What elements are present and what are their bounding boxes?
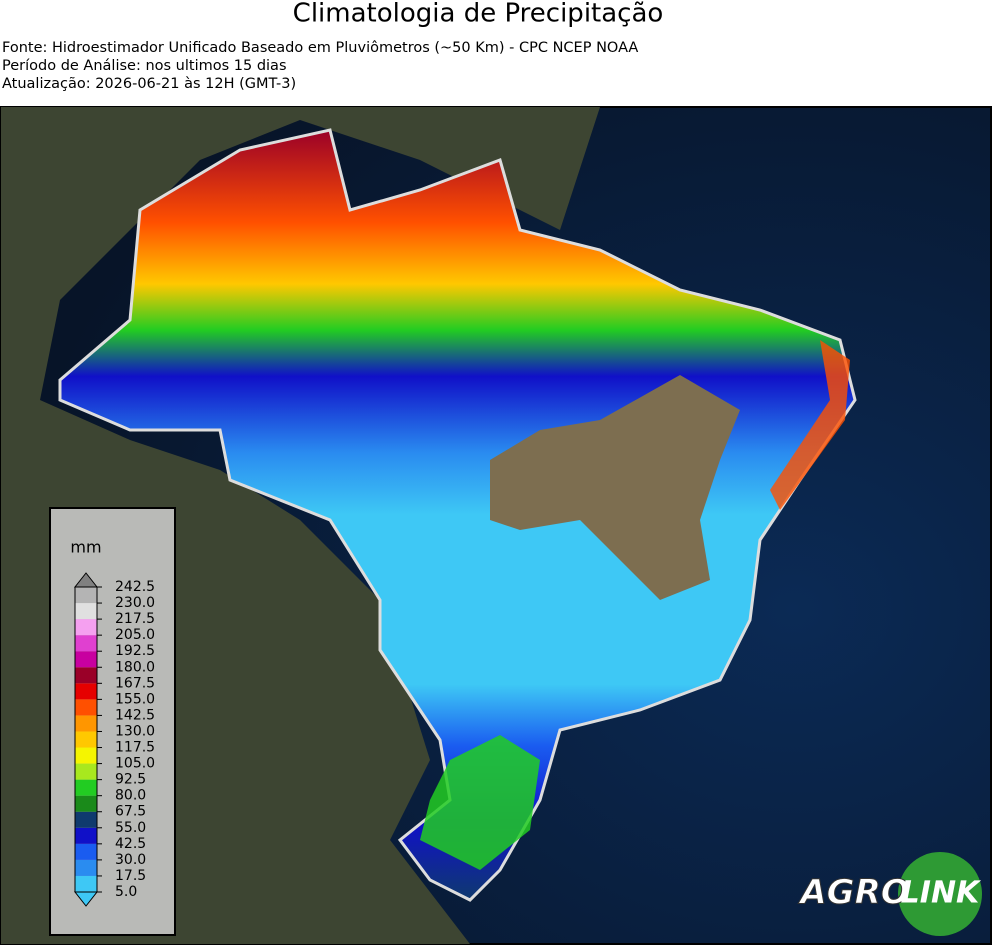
colorbar-bin: [75, 715, 97, 732]
logo-circle: [898, 852, 982, 936]
colorbar-bin: [75, 587, 97, 604]
subtitle: Período de Análise: nos ultimos 15 dias: [2, 58, 287, 74]
logo-left: AGRO: [797, 873, 909, 913]
colorbar-bin: [75, 779, 97, 796]
brazil-precipitation: [58, 128, 857, 902]
colorbar-bin: [75, 651, 97, 668]
colorbar-bin: [75, 683, 97, 700]
colorbar-tick-label: 55.0: [115, 820, 146, 836]
dry-area: [490, 375, 740, 600]
colorbar-tick-label: 230.0: [115, 595, 155, 611]
colorbar-tick-label: 130.0: [115, 723, 155, 739]
colorbar-tick-label: 192.5: [115, 643, 155, 659]
colorbar-tick-label: 217.5: [115, 611, 155, 627]
colorbar-tick-label: 5.0: [115, 884, 137, 900]
colorbar-box: [49, 507, 176, 936]
logo: AGRO LINK: [797, 852, 982, 936]
colorbar-bin: [75, 699, 97, 716]
coast-wet-area: [770, 340, 850, 510]
colorbar-tick-label: 155.0: [115, 691, 155, 707]
logo-right: LINK: [901, 876, 982, 911]
colorbar-unit: mm: [70, 538, 101, 557]
colorbar-bin: [75, 859, 97, 876]
colorbar-bin: [75, 875, 97, 892]
south-wet-area: [420, 735, 540, 870]
colorbar-outline: [74, 586, 98, 893]
colorbar-tick-label: 167.5: [115, 675, 155, 691]
colorbar-tick-label: 42.5: [115, 836, 146, 852]
colorbar-tick-label: 180.0: [115, 659, 155, 675]
colorbar-tick-label: 92.5: [115, 772, 146, 788]
colorbar-bin: [75, 763, 97, 780]
colorbar-bin: [75, 843, 97, 860]
subtitle: Atualização: 2026-06-21 às 12H (GMT-3): [2, 76, 296, 92]
colorbar-bin: [75, 811, 97, 828]
colorbar-tick-label: 205.0: [115, 627, 155, 643]
colorbar-tick-label: 142.5: [115, 707, 155, 723]
colorbar-tick-label: 117.5: [115, 740, 155, 756]
title: Climatologia de Precipitação: [293, 0, 664, 29]
colorbar-panel: mm: [49, 507, 176, 936]
colorbar-bin: [75, 747, 97, 764]
colorbar-bin: [75, 667, 97, 684]
subtitle: Fonte: Hidroestimador Unificado Baseado …: [2, 40, 638, 56]
colorbar-tick-label: 17.5: [115, 868, 146, 884]
colorbar-bin: [75, 731, 97, 748]
colorbar-bin: [75, 635, 97, 652]
colorbar-bin: [75, 603, 97, 620]
colorbar-tick-label: 80.0: [115, 788, 146, 804]
colorbar-tick-label: 105.0: [115, 756, 155, 772]
colorbar-bin: [75, 619, 97, 636]
colorbar-tick-label: 30.0: [115, 852, 146, 868]
colorbar-bin: [75, 795, 97, 812]
colorbar-bin: [75, 827, 97, 844]
colorbar-tick-label: 242.5: [115, 579, 155, 595]
colorbar-tick-label: 67.5: [115, 804, 146, 820]
